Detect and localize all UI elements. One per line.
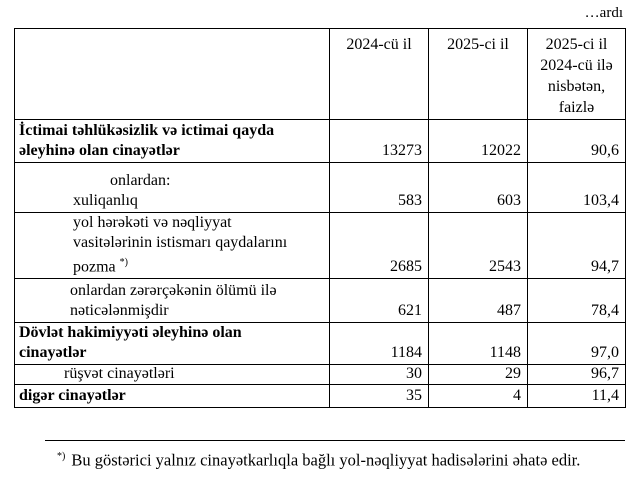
table-row: İctimai təhlükəsizlik və ictimai qayda əl… <box>14 119 626 163</box>
footnote-mark: *) <box>57 451 66 462</box>
footnote-text: Bu göstərici yalnız cinayətkarlıqla bağl… <box>71 450 581 470</box>
table-row: yol hərəkəti və nəqliyyat vasitələrinin i… <box>14 211 626 280</box>
value-pct: 90,6 <box>527 119 626 163</box>
table-row: Dövlət hakimiyyəti əleyhinə olan cinayətl… <box>14 322 626 366</box>
value-2024: 621 <box>329 278 429 324</box>
table-header-row: 2024-cü il 2025-ci il 2025-ci il 2024-cü… <box>14 28 626 120</box>
value-pct: 97,0 <box>527 322 626 366</box>
value-2024: 30 <box>329 364 429 386</box>
row-label: onlardan: xuliqanlıq <box>14 162 330 213</box>
value-2025: 2543 <box>428 211 528 280</box>
value-2025: 487 <box>428 278 528 324</box>
value-2024: 583 <box>329 162 429 213</box>
value-2024: 1184 <box>329 322 429 366</box>
row-label: rüşvət cinayətləri <box>14 364 330 386</box>
footnote: *) Bu göstərici yalnız cinayətkarlıqla ba… <box>45 446 620 472</box>
header-ratio: 2025-ci il 2024-cü ilə nisbətən, faizlə <box>527 28 626 120</box>
value-pct: 96,7 <box>527 364 626 386</box>
header-2025: 2025-ci il <box>428 28 528 120</box>
header-2024: 2024-cü il <box>329 28 429 120</box>
table-row: rüşvət cinayətləri 30 29 96,7 <box>14 364 626 386</box>
header-blank <box>14 28 330 120</box>
value-2025: 4 <box>428 384 528 409</box>
value-2025: 603 <box>428 162 528 213</box>
value-2025: 1148 <box>428 322 528 366</box>
value-pct: 94,7 <box>527 211 626 280</box>
continued-label: …ardı <box>584 5 623 21</box>
value-pct: 103,4 <box>527 162 626 213</box>
table-row: digər cinayətlər 35 4 11,4 <box>14 384 626 409</box>
table-row: onlardan zərərçəkənin ölümü ilə nəticələn… <box>14 278 626 324</box>
value-2024: 2685 <box>329 211 429 280</box>
row-label: Dövlət hakimiyyəti əleyhinə olan cinayətl… <box>14 322 330 366</box>
table-row: onlardan: xuliqanlıq 583 603 103,4 <box>14 162 626 213</box>
value-pct: 78,4 <box>527 278 626 324</box>
value-pct: 11,4 <box>527 384 626 409</box>
value-2025: 12022 <box>428 119 528 163</box>
row-label: digər cinayətlər <box>14 384 330 409</box>
footnote-divider <box>45 440 625 441</box>
crime-statistics-table: 2024-cü il 2025-ci il 2025-ci il 2024-cü… <box>14 28 626 409</box>
row-label: İctimai təhlükəsizlik və ictimai qayda əl… <box>14 119 330 163</box>
row-label: onlardan zərərçəkənin ölümü ilə nəticələn… <box>14 278 330 324</box>
value-2025: 29 <box>428 364 528 386</box>
value-2024: 13273 <box>329 119 429 163</box>
footnote-mark: *) <box>119 257 128 268</box>
value-2024: 35 <box>329 384 429 409</box>
row-label: yol hərəkəti və nəqliyyat vasitələrinin i… <box>14 211 330 280</box>
